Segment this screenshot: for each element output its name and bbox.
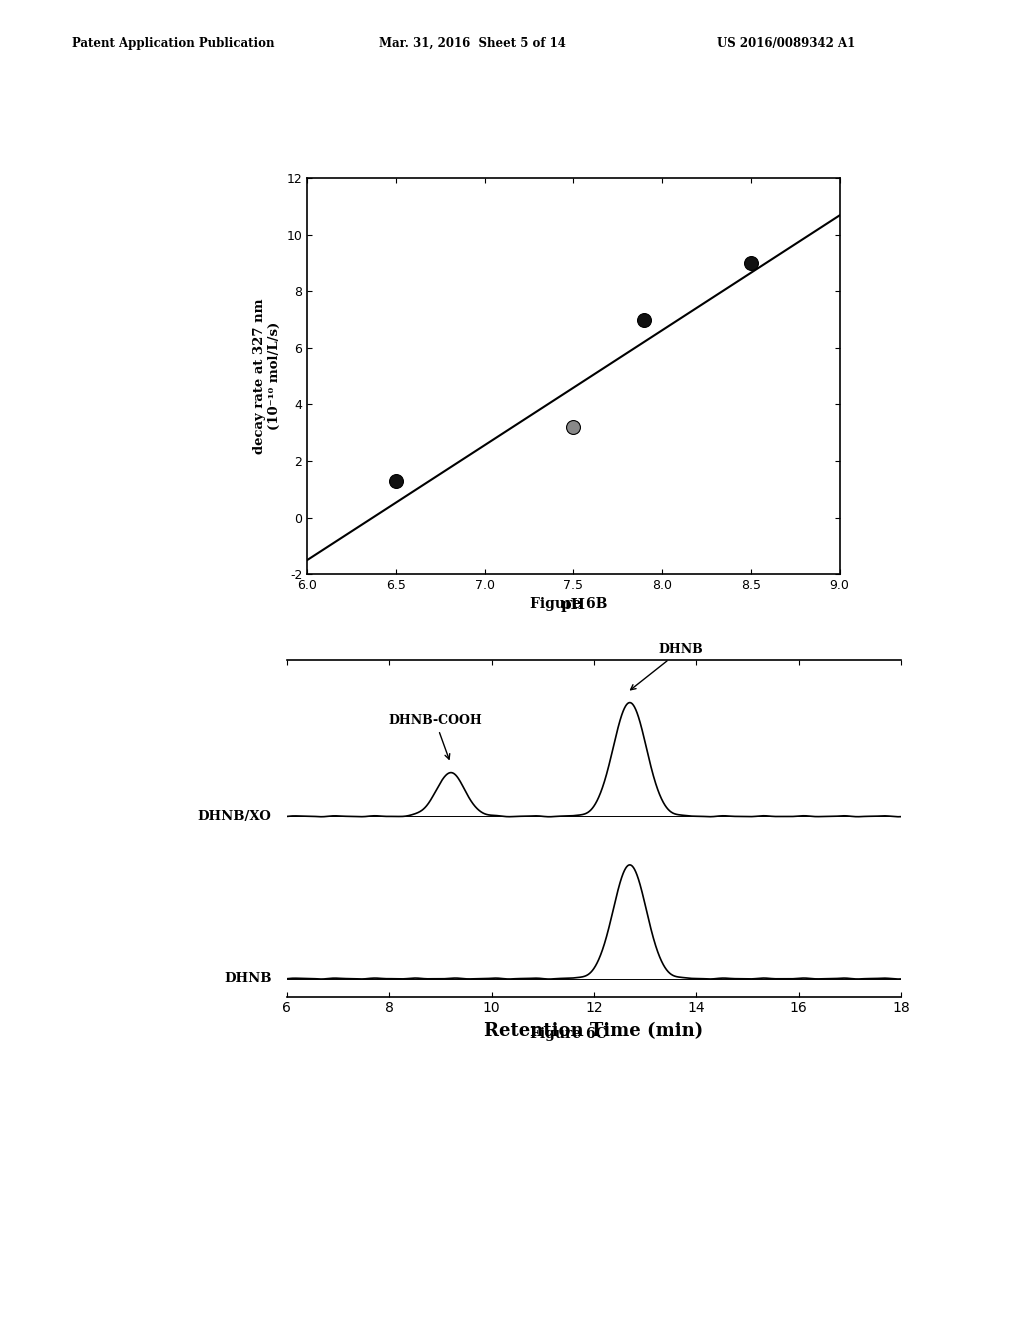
Text: DHNB-COOH: DHNB-COOH — [388, 714, 482, 759]
Text: Patent Application Publication: Patent Application Publication — [72, 37, 274, 50]
Text: DHNB/XO: DHNB/XO — [198, 809, 271, 822]
Point — [388, 470, 404, 491]
Point — [636, 309, 652, 330]
Text: Figure 6C: Figure 6C — [530, 1027, 606, 1041]
Point — [742, 252, 759, 273]
Text: Mar. 31, 2016  Sheet 5 of 14: Mar. 31, 2016 Sheet 5 of 14 — [379, 37, 565, 50]
Text: US 2016/0089342 A1: US 2016/0089342 A1 — [717, 37, 855, 50]
Text: Figure 6B: Figure 6B — [529, 597, 607, 611]
Text: DHNB: DHNB — [631, 643, 703, 690]
Y-axis label: decay rate at 327 nm
(10⁻¹⁰ mol/L/s): decay rate at 327 nm (10⁻¹⁰ mol/L/s) — [253, 298, 281, 454]
X-axis label: Retention Time (min): Retention Time (min) — [484, 1023, 703, 1040]
X-axis label: pH: pH — [561, 598, 586, 611]
Point — [565, 417, 582, 438]
Text: DHNB: DHNB — [224, 972, 271, 985]
